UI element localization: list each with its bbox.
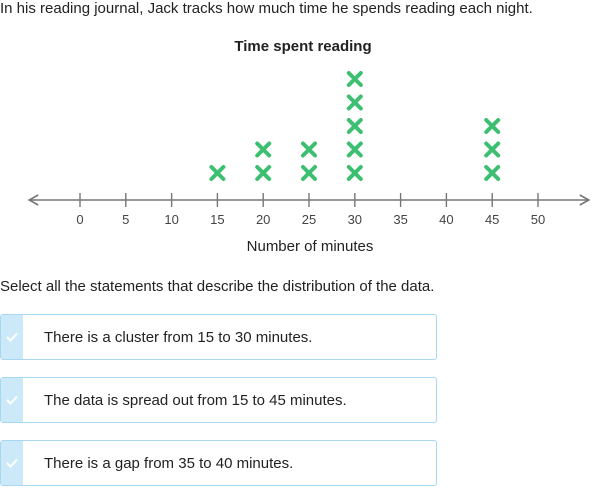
question-intro: In his reading journal, Jack tracks how … — [0, 0, 533, 17]
x-tick-label: 45 — [485, 212, 499, 227]
checkmark-icon — [1, 378, 23, 422]
x-marker — [346, 165, 363, 181]
answer-option-2[interactable]: The data is spread out from 15 to 45 min… — [0, 377, 437, 423]
x-marker — [484, 118, 501, 134]
axis-arrow-left — [27, 194, 39, 206]
answer-option-1[interactable]: There is a cluster from 15 to 30 minutes… — [0, 314, 437, 360]
x-axis-label: Number of minutes — [247, 238, 374, 255]
x-marker — [484, 165, 501, 181]
x-tick-label: 35 — [393, 212, 407, 227]
x-marker — [301, 165, 317, 181]
answer-option-label: There is a gap from 35 to 40 minutes. — [44, 454, 294, 472]
x-marker — [346, 94, 363, 111]
x-tick-label: 40 — [439, 212, 453, 227]
answer-option-label: There is a cluster from 15 to 30 minutes… — [44, 328, 313, 346]
x-tick-label: 10 — [164, 212, 178, 227]
axis-arrow-right — [579, 194, 591, 206]
dot-plot: 0 5 10 15 20 25 30 35 40 45 50 Number of minutes — [27, 71, 591, 255]
x-marker — [255, 141, 272, 158]
x-tick-label: 5 — [122, 212, 129, 227]
x-tick-label: 50 — [531, 212, 545, 227]
x-marker — [346, 141, 363, 158]
x-tick-label: 30 — [348, 212, 362, 227]
x-tick-label: 20 — [256, 212, 270, 227]
answer-option-label: The data is spread out from 15 to 45 min… — [44, 391, 347, 409]
checkmark-icon — [1, 441, 23, 485]
checkmark-icon — [1, 315, 23, 359]
x-marker — [484, 141, 501, 158]
x-marker — [255, 165, 272, 181]
answer-option-3[interactable]: There is a gap from 35 to 40 minutes. — [0, 440, 437, 486]
x-tick-label: 0 — [76, 212, 83, 227]
chart-title: Time spent reading — [234, 38, 372, 55]
x-marker — [346, 118, 363, 134]
x-tick-label: 15 — [210, 212, 224, 227]
question-instruction: Select all the statements that describe … — [0, 278, 435, 295]
x-marker — [301, 141, 317, 158]
x-marker — [209, 165, 226, 181]
x-tick-label: 25 — [302, 212, 316, 227]
x-marker — [346, 71, 363, 87]
